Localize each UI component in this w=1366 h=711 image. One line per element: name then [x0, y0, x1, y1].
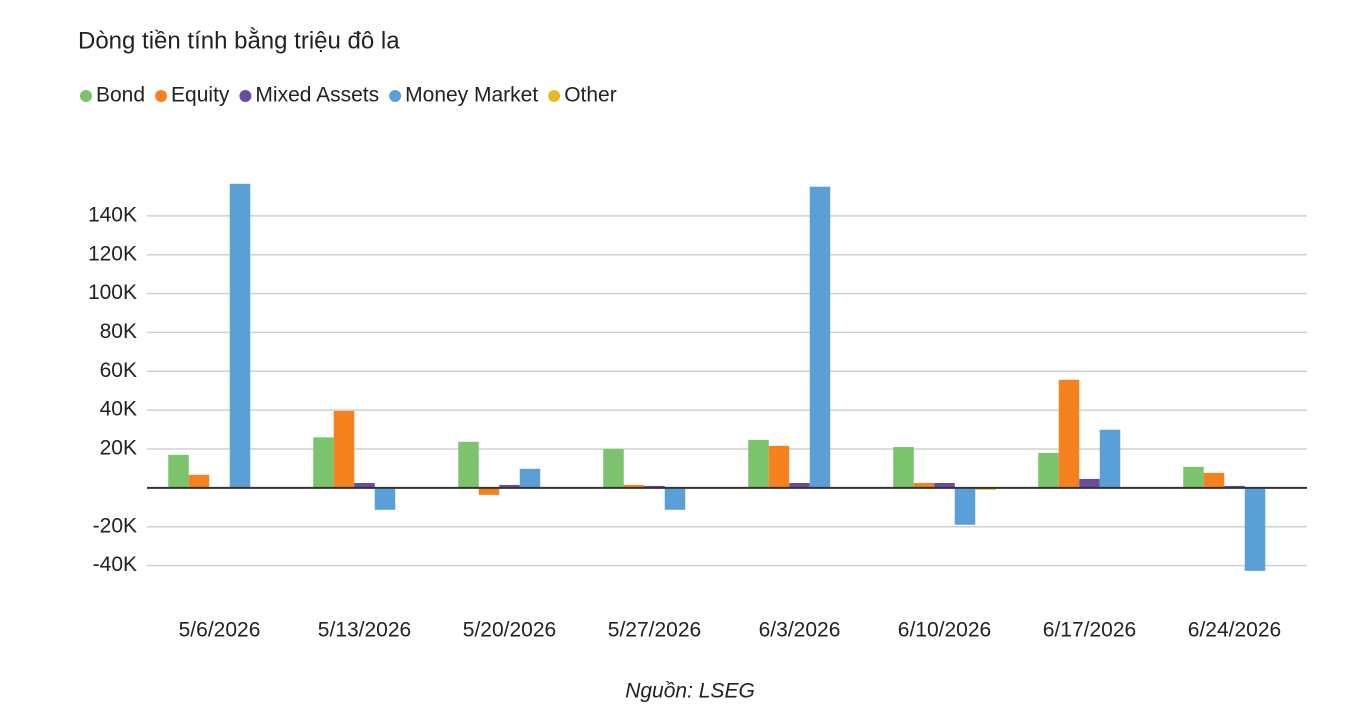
y-tick-label: 20K: [100, 437, 137, 460]
bar: [499, 484, 520, 488]
legend-marker: [239, 90, 252, 102]
bar: [934, 483, 955, 488]
x-tick-label: 5/6/2026: [179, 619, 261, 642]
y-tick-label: 40K: [100, 398, 137, 421]
bar: [1058, 379, 1080, 488]
bar: [519, 468, 541, 488]
legend-marker: [155, 90, 168, 102]
x-tick-label: 5/27/2026: [608, 619, 701, 642]
y-tick-label: -40K: [93, 553, 137, 576]
x-tick-label: 6/3/2026: [759, 619, 841, 642]
bar: [1038, 452, 1059, 488]
x-tick-label: 6/24/2026: [1188, 619, 1281, 642]
bar: [458, 441, 479, 488]
bar: [374, 487, 396, 510]
bar: [1244, 487, 1266, 571]
bar: [333, 410, 355, 488]
bar: [229, 183, 251, 488]
y-tick-label: 80K: [100, 320, 137, 343]
x-tick-label: 5/13/2026: [318, 619, 411, 642]
legend-label: Bond: [96, 84, 145, 107]
chart-title: Dòng tiền tính bằng triệu đô la: [78, 27, 400, 54]
bar: [789, 483, 810, 488]
y-tick-label: 140K: [88, 203, 137, 226]
legend-marker: [548, 90, 561, 102]
bar: [188, 474, 210, 488]
bar: [603, 449, 624, 488]
legend-label: Mixed Assets: [255, 84, 379, 107]
source: Nguồn: LSEG: [625, 680, 755, 703]
legend-marker: [80, 90, 92, 102]
bar: [1079, 478, 1100, 488]
bar: [748, 439, 769, 488]
y-tick-label: 120K: [88, 242, 137, 265]
x-tick-label: 5/20/2026: [463, 619, 556, 642]
bar: [809, 186, 831, 488]
bar: [623, 484, 645, 488]
bar: [768, 445, 790, 488]
legend-label: Equity: [171, 84, 230, 107]
bar: [1183, 466, 1204, 488]
bar: [913, 483, 935, 488]
legend-marker: [389, 90, 402, 102]
y-tick-label: 100K: [88, 281, 137, 304]
bar: [664, 487, 686, 510]
bar: [1203, 472, 1225, 488]
bar: [893, 447, 914, 488]
bar: [478, 487, 500, 495]
legend-label: Other: [564, 84, 617, 107]
x-tick-label: 6/17/2026: [1043, 619, 1136, 642]
legend-label: Money Market: [405, 84, 538, 107]
bar: [168, 454, 189, 488]
bar: [313, 437, 334, 488]
bar: [1099, 429, 1121, 488]
y-tick-label: -20K: [93, 514, 137, 537]
bar: [354, 483, 375, 488]
y-tick-label: 60K: [100, 359, 137, 382]
bar: [954, 487, 976, 525]
x-tick-label: 6/10/2026: [898, 619, 991, 642]
